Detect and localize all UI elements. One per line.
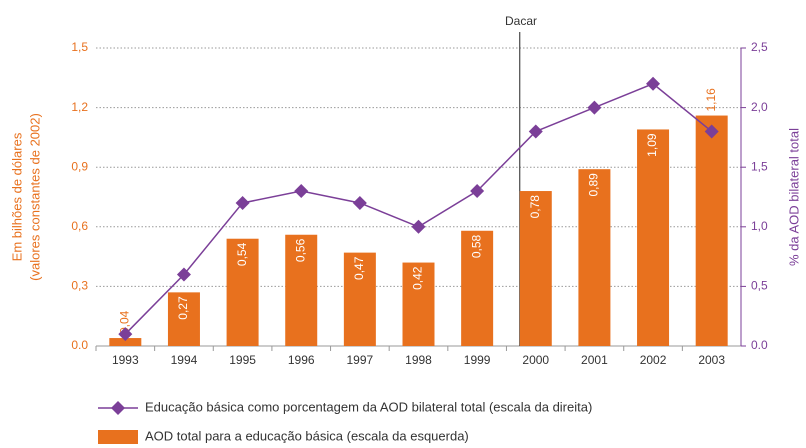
x-tick-label: 2001 [581, 353, 608, 367]
marker [470, 184, 485, 199]
value-label: 0,54 [235, 242, 249, 266]
x-tick-label: 1993 [112, 353, 139, 367]
x-tick-label: 1995 [229, 353, 256, 367]
legend-label: Educação básica como porcentagem da AOD … [145, 399, 592, 414]
marker [704, 124, 719, 139]
value-label: 0,47 [352, 256, 366, 280]
marker [411, 219, 426, 234]
legend-swatch [98, 430, 138, 444]
y-tick-label: 0,6 [71, 219, 88, 233]
y-axis-label: Em bilhões de dólares [9, 132, 24, 261]
legend-marker [111, 401, 125, 415]
value-label: 0,04 [117, 310, 131, 334]
annotation: Dacar [505, 14, 537, 28]
value-label: 0,78 [528, 195, 542, 219]
y2-tick-label: 2,5 [751, 40, 768, 54]
marker [294, 184, 309, 199]
value-label: 0,42 [411, 266, 425, 290]
x-tick-label: 2002 [640, 353, 667, 367]
x-tick-label: 1999 [464, 353, 491, 367]
value-label: 0,89 [587, 173, 601, 197]
x-tick-label: 1997 [347, 353, 374, 367]
bar [285, 234, 318, 346]
y2-tick-label: 1,0 [751, 219, 768, 233]
bar [637, 129, 670, 346]
bar [226, 238, 259, 346]
y2-axis-label: % da AOD bilateral total [786, 128, 801, 266]
x-tick-label: 1998 [405, 353, 432, 367]
marker [646, 76, 661, 91]
marker [528, 124, 543, 139]
bar [167, 292, 200, 346]
x-tick-label: 2000 [522, 353, 549, 367]
y-tick-label: 0,3 [71, 279, 88, 293]
y2-tick-label: 0.0 [751, 338, 768, 352]
y2-tick-label: 2,0 [751, 100, 768, 114]
bar [578, 169, 611, 346]
bar [461, 230, 494, 346]
bar [695, 115, 728, 347]
marker [235, 195, 250, 210]
value-label: 1,09 [645, 133, 659, 157]
x-tick-label: 1994 [171, 353, 198, 367]
bar [109, 338, 142, 346]
value-label: 0,56 [293, 238, 307, 262]
bar [343, 252, 376, 346]
value-label: 1,16 [704, 88, 718, 112]
x-tick-label: 2003 [698, 353, 725, 367]
value-label: 0,58 [469, 234, 483, 258]
y-tick-label: 1,2 [71, 100, 88, 114]
bar [402, 262, 435, 346]
y-tick-label: 0,9 [71, 159, 88, 173]
legend-label: AOD total para a educação básica (escala… [145, 428, 469, 443]
y2-tick-label: 1,5 [751, 159, 768, 173]
y-tick-label: 1,5 [71, 40, 88, 54]
marker [118, 327, 133, 342]
marker [352, 195, 367, 210]
marker [176, 267, 191, 282]
y2-tick-label: 0,5 [751, 279, 768, 293]
bar [519, 191, 552, 346]
y-axis-label: (valores constantes de 2002) [27, 113, 42, 281]
y-tick-label: 0.0 [71, 338, 88, 352]
marker [587, 100, 602, 115]
x-tick-label: 1996 [288, 353, 315, 367]
value-label: 0,27 [176, 296, 190, 320]
